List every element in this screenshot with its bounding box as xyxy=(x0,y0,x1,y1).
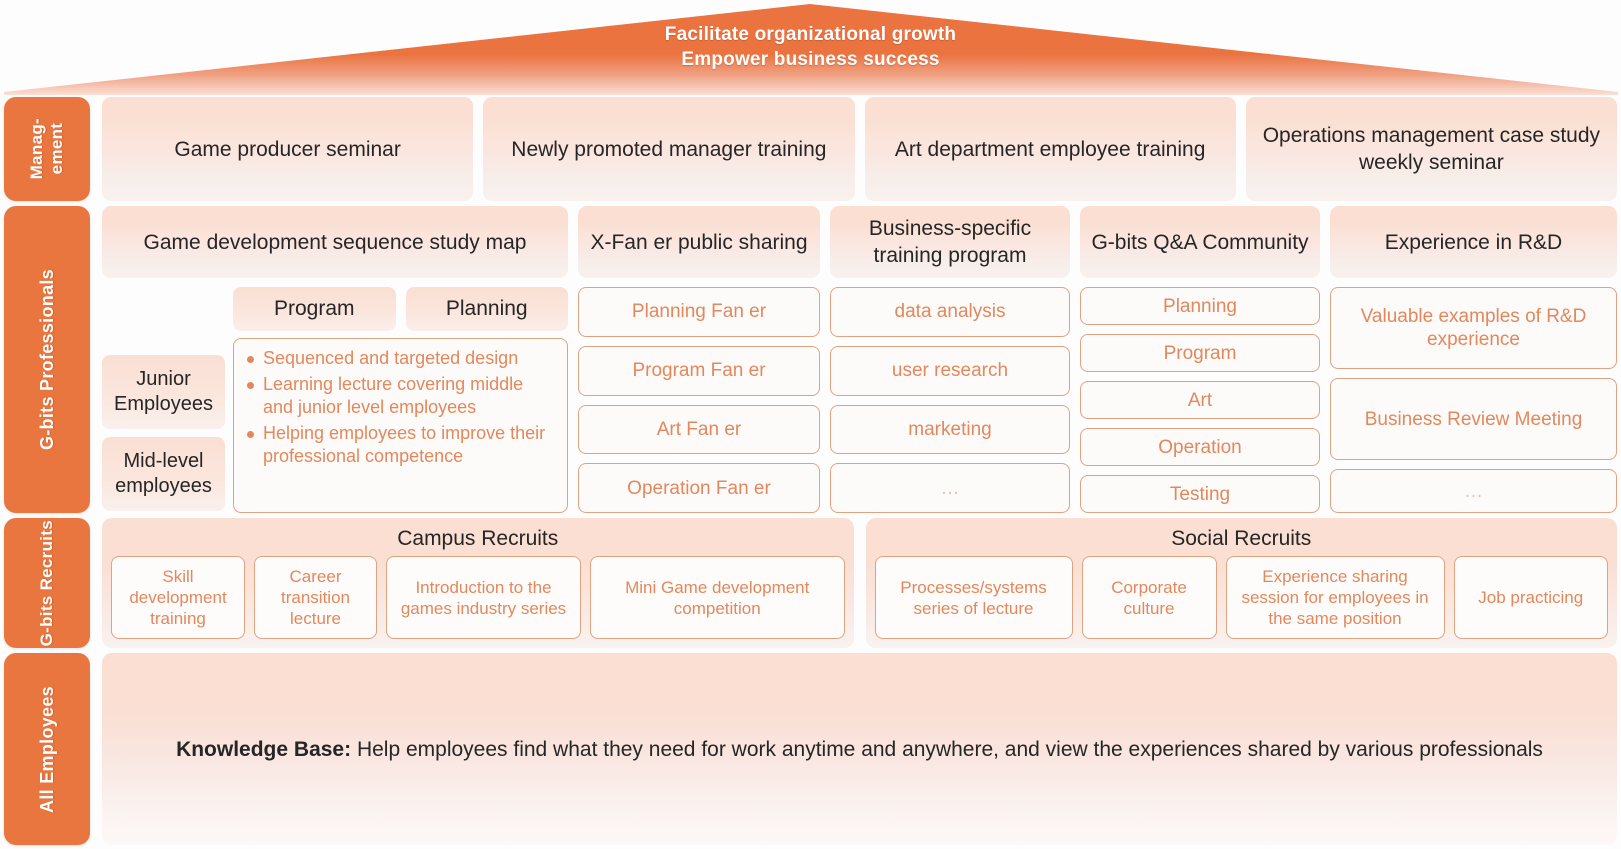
knowledge-base-label: Knowledge Base: xyxy=(176,737,352,761)
roof-shape-icon xyxy=(4,4,1618,95)
discipline-tabs: Program Planning xyxy=(233,287,568,331)
rd-experience-item[interactable]: Valuable examples of R&D experience xyxy=(1330,287,1617,369)
campus-recruit-item[interactable]: Introduction to the games industry serie… xyxy=(386,556,581,639)
campus-recruits-panel: Campus Recruits Skill development traini… xyxy=(102,518,854,648)
row-recruits: G-bits Recruits Campus Recruits Skill de… xyxy=(4,518,1617,648)
social-recruit-item[interactable]: Corporate culture xyxy=(1081,556,1217,639)
study-map-bullet: Sequenced and targeted design xyxy=(246,347,555,371)
rd-experience-column: Valuable examples of R&D experience Busi… xyxy=(1330,287,1617,513)
xfan-item[interactable]: Art Fan er xyxy=(578,404,820,455)
roof-slogan-line1: Facilitate organizational growth xyxy=(664,24,957,45)
sidebar-item-label-recruits: G-bits Recruits xyxy=(37,519,56,647)
professionals-header-card[interactable]: Experience in R&D xyxy=(1330,206,1617,278)
level-card-junior[interactable]: Junior Employees xyxy=(102,355,225,429)
sidebar-item-management[interactable]: Manag- ement xyxy=(4,97,90,201)
qa-community-item[interactable]: Planning xyxy=(1080,287,1320,325)
management-card[interactable]: Operations management case study weekly … xyxy=(1245,97,1617,201)
social-recruits-panel: Social Recruits Processes/systems series… xyxy=(865,518,1617,648)
study-map-bullet-box: Sequenced and targeted design Learning l… xyxy=(233,338,568,513)
qa-community-item[interactable]: Art xyxy=(1080,381,1320,419)
knowledge-base-text: Knowledge Base: Help employees find what… xyxy=(176,733,1543,766)
professionals-header-card[interactable]: Business-specific training program xyxy=(830,206,1070,278)
sidebar-item-all-employees[interactable]: All Employees xyxy=(4,653,90,845)
all-employees-content: Knowledge Base: Help employees find what… xyxy=(102,653,1617,845)
xfan-item[interactable]: Operation Fan er xyxy=(578,463,820,513)
xfan-item[interactable]: Program Fan er xyxy=(578,345,820,396)
study-map-column: Junior Employees Mid-level employees Pro… xyxy=(102,287,568,513)
qa-community-column: Planning Program Art Operation Testing xyxy=(1080,287,1320,513)
business-training-item-more[interactable]: … xyxy=(830,463,1070,513)
management-card[interactable]: Game producer seminar xyxy=(102,97,474,201)
row-all-employees: All Employees Knowledge Base: Help emplo… xyxy=(4,653,1617,845)
roof-slogan-line2: Empower business success xyxy=(681,49,940,70)
row-professionals: G-bits Professionals Game development se… xyxy=(4,206,1617,513)
roof-slogan: Facilitate organizational growth Empower… xyxy=(0,22,1621,72)
professionals-body-row: Junior Employees Mid-level employees Pro… xyxy=(102,287,1617,513)
management-cards: Game producer seminar Newly promoted man… xyxy=(102,97,1617,201)
social-recruit-item[interactable]: Job practicing xyxy=(1453,556,1608,639)
recruits-content: Campus Recruits Skill development traini… xyxy=(102,518,1617,648)
study-map-bullet: Helping employees to improve their profe… xyxy=(246,422,555,469)
management-card[interactable]: Art department employee training xyxy=(864,97,1236,201)
business-training-column: data analysis user research marketing … xyxy=(830,287,1070,513)
study-map-bullet: Learning lecture covering middle and jun… xyxy=(246,373,555,420)
qa-community-item[interactable]: Testing xyxy=(1080,475,1320,513)
roof-banner: Facilitate organizational growth Empower… xyxy=(0,0,1621,95)
professionals-header-card[interactable]: G-bits Q&A Community xyxy=(1080,206,1320,278)
sidebar-item-label-professionals: G-bits Professionals xyxy=(37,268,57,451)
employee-levels: Junior Employees Mid-level employees xyxy=(102,287,225,513)
rd-experience-item-more[interactable]: … xyxy=(1330,469,1617,513)
row-management: Manag- ement Game producer seminar Newly… xyxy=(4,97,1617,201)
professionals-header-row: Game development sequence study map X-Fa… xyxy=(102,206,1617,278)
xfan-item[interactable]: Planning Fan er xyxy=(578,287,820,337)
xfan-column: Planning Fan er Program Fan er Art Fan e… xyxy=(578,287,820,513)
level-card-midlevel[interactable]: Mid-level employees xyxy=(102,437,225,511)
business-training-item[interactable]: marketing xyxy=(830,404,1070,455)
sidebar-item-recruits[interactable]: G-bits Recruits xyxy=(4,518,90,648)
campus-recruit-item[interactable]: Mini Game development competition xyxy=(590,556,845,639)
knowledge-base-panel[interactable]: Knowledge Base: Help employees find what… xyxy=(102,653,1617,845)
sidebar-item-label-all-employees: All Employees xyxy=(37,685,57,813)
social-recruit-item[interactable]: Processes/systems series of lecture xyxy=(874,556,1073,639)
campus-recruits-items: Skill development training Career transi… xyxy=(111,556,845,639)
social-recruits-items: Processes/systems series of lecture Corp… xyxy=(874,556,1608,639)
qa-community-item[interactable]: Operation xyxy=(1080,428,1320,466)
management-card[interactable]: Newly promoted manager training xyxy=(483,97,855,201)
campus-recruit-item[interactable]: Career transition lecture xyxy=(254,556,377,639)
campus-recruits-title: Campus Recruits xyxy=(397,527,559,550)
business-training-item[interactable]: user research xyxy=(830,345,1070,396)
professionals-header-card[interactable]: Game development sequence study map xyxy=(102,206,568,278)
rd-experience-item[interactable]: Business Review Meeting xyxy=(1330,378,1617,460)
sidebar-item-professionals[interactable]: G-bits Professionals xyxy=(4,206,90,513)
campus-recruit-item[interactable]: Skill development training xyxy=(111,556,245,639)
professionals-content: Game development sequence study map X-Fa… xyxy=(102,206,1617,513)
knowledge-base-description: Help employees find what they need for w… xyxy=(351,737,1543,761)
sidebar-item-label-management: Manag- ement xyxy=(27,118,66,180)
professionals-header-card[interactable]: X-Fan er public sharing xyxy=(578,206,820,278)
discipline-tab-planning[interactable]: Planning xyxy=(405,287,568,331)
qa-community-item[interactable]: Program xyxy=(1080,334,1320,372)
discipline-tab-program[interactable]: Program xyxy=(233,287,396,331)
social-recruit-item[interactable]: Experience sharing session for employees… xyxy=(1225,556,1445,639)
business-training-item[interactable]: data analysis xyxy=(830,287,1070,337)
social-recruits-title: Social Recruits xyxy=(1171,527,1312,550)
